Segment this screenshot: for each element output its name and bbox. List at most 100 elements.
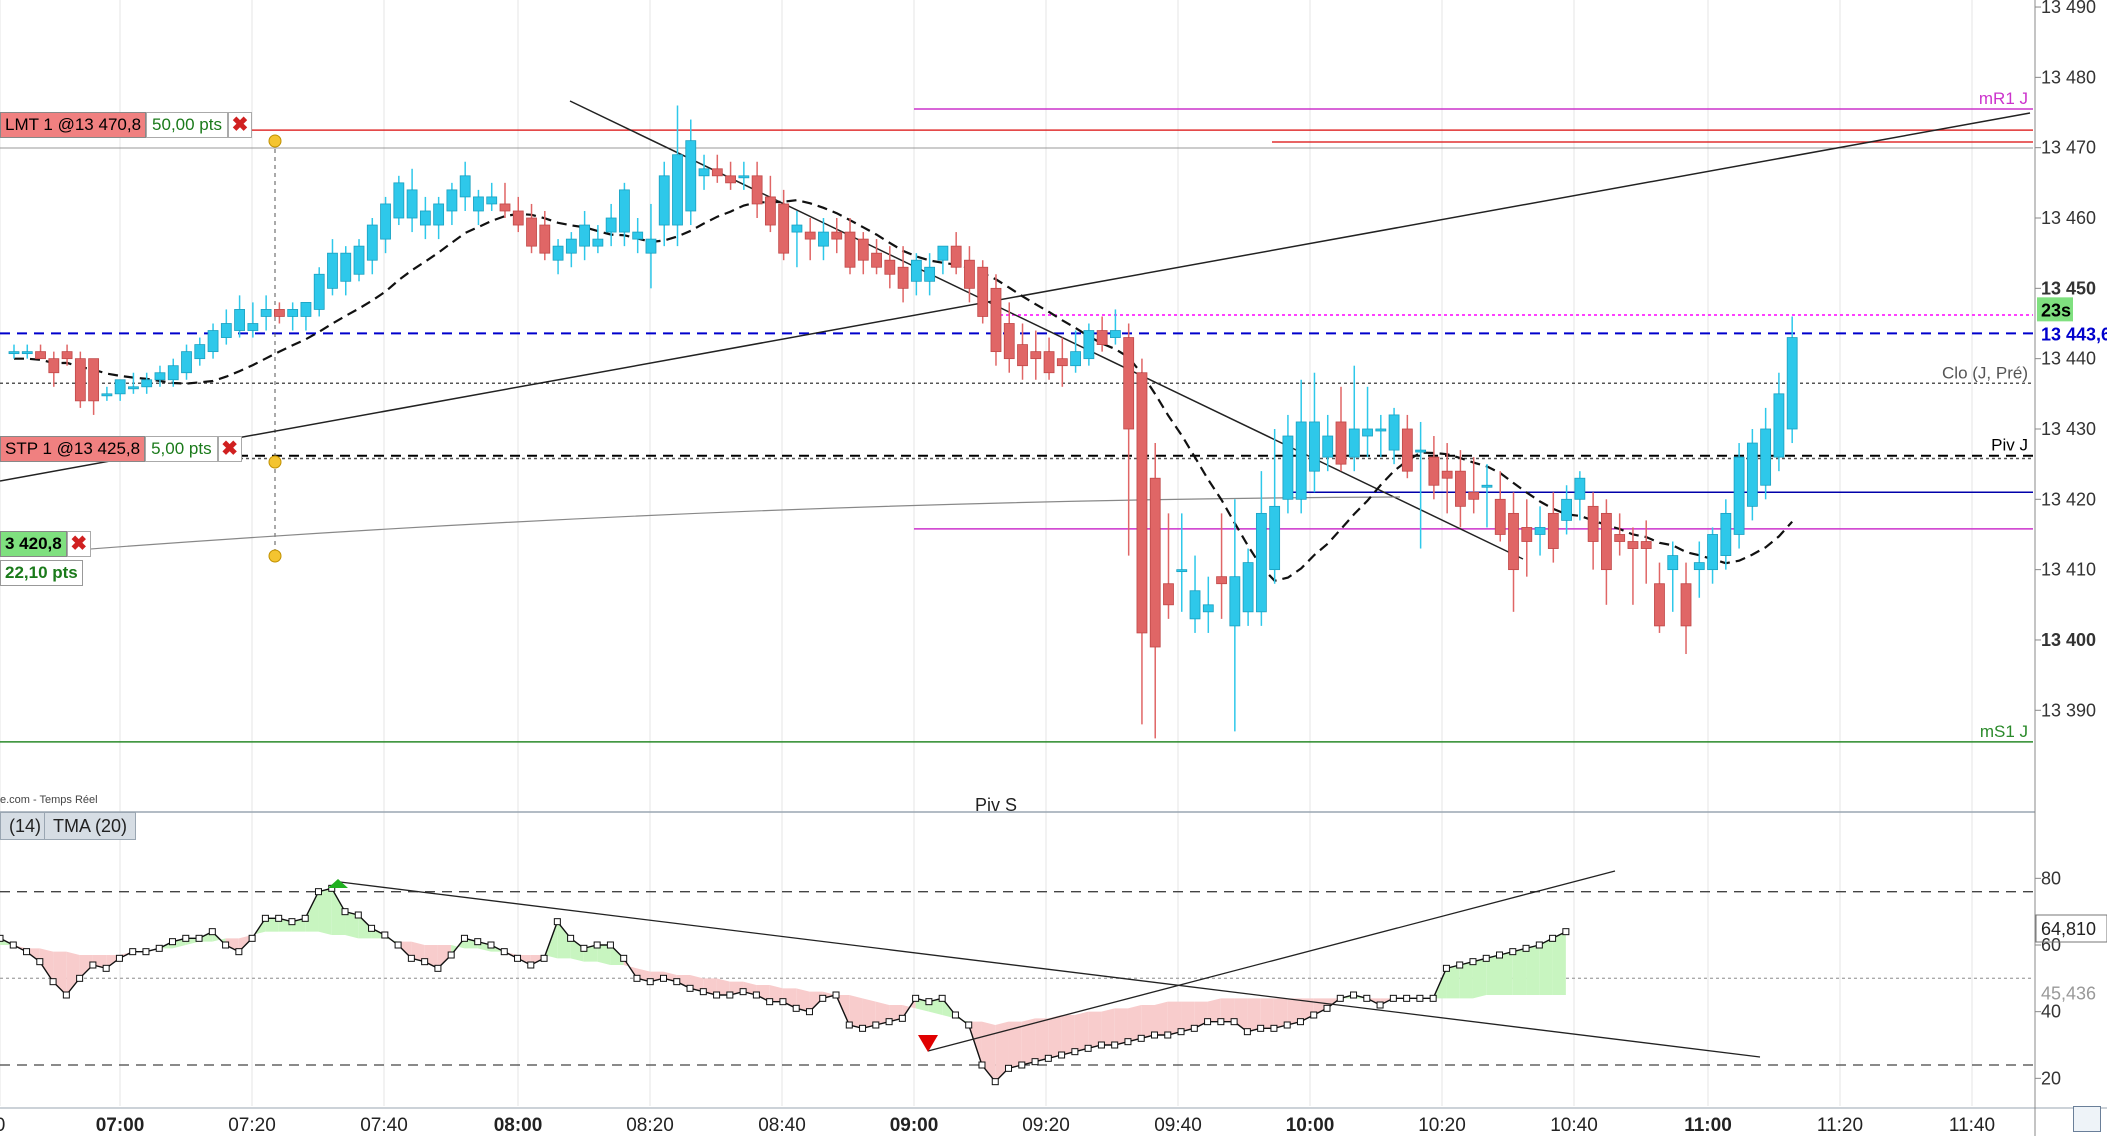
candle-body [1083, 330, 1095, 360]
time-tick-label: 11:00 [1684, 1115, 1732, 1136]
candle-body [61, 351, 73, 360]
candle-body [207, 330, 219, 353]
candle-body [592, 238, 604, 247]
candle-body [1428, 456, 1440, 486]
osc-fill [756, 985, 770, 1002]
close-icon[interactable]: ✖ [66, 531, 91, 557]
indicator-tab-tma[interactable]: TMA (20) [44, 812, 137, 840]
price-tick-label: 13 400 [2041, 630, 2096, 650]
candle-body [910, 259, 922, 282]
osc-trendline [339, 881, 1761, 1058]
osc-tick-label: 60 [2041, 935, 2061, 955]
candle-body [1056, 358, 1068, 367]
price-tick-label: 13 430 [2041, 419, 2096, 439]
close-icon[interactable]: ✖ [227, 112, 252, 138]
candle-body [1786, 337, 1798, 430]
position-entry-label[interactable]: 3 420,8 [0, 531, 67, 557]
osc-point [1097, 1041, 1105, 1049]
indicator-tab-rsi[interactable]: (14) [0, 812, 51, 840]
candle-body [1627, 541, 1639, 549]
candle-body [791, 224, 803, 233]
osc-point [819, 994, 827, 1002]
osc-point [885, 1018, 893, 1026]
osc-fill [1539, 938, 1553, 995]
order-limit[interactable]: LMT 1 @13 470,8 50,00 pts ✖ [0, 112, 252, 138]
osc-point [925, 998, 933, 1006]
candle-body [1614, 534, 1626, 542]
time-tick-label: 07:40 [360, 1115, 408, 1136]
osc-point [606, 941, 614, 949]
osc-point [540, 954, 548, 962]
candle-body [831, 231, 843, 240]
candle-body [1640, 541, 1652, 549]
time-tick-label: 10:20 [1418, 1115, 1466, 1136]
candle-body [1149, 477, 1161, 648]
osc-point [1084, 1044, 1092, 1052]
oscillator-panel [0, 870, 2033, 1086]
osc-point [1469, 958, 1477, 966]
close-icon[interactable]: ✖ [217, 436, 242, 462]
osc-fill [1472, 958, 1487, 999]
osc-point [832, 991, 840, 999]
candle-body [273, 309, 285, 317]
candle-body [1335, 421, 1347, 465]
candle-body [778, 203, 790, 254]
price-levels: mR1 J Clo (J, Pré) Piv J mS1 J [0, 89, 2033, 743]
candle-body [1574, 477, 1586, 500]
osc-point [1389, 994, 1397, 1002]
candle-body [181, 351, 192, 374]
osc-point [142, 948, 150, 956]
candle-body [1587, 505, 1599, 542]
price-tick-label: 13 490 [2041, 0, 2096, 17]
osc-point [460, 934, 468, 942]
candle-body [234, 309, 245, 331]
candle-body [459, 175, 471, 198]
osc-fill [1181, 1001, 1195, 1032]
osc-point [1535, 941, 1543, 949]
candle-body [698, 168, 710, 177]
candle-body [937, 245, 949, 261]
candle-body [433, 203, 445, 226]
osc-low-marker [918, 1035, 938, 1052]
osc-point [1243, 1028, 1251, 1036]
osc-point [1376, 1001, 1384, 1009]
price-tick-label: 13 440 [2041, 349, 2096, 369]
order-stop-pts: 5,00 pts [145, 436, 218, 462]
candle-body [1242, 562, 1254, 613]
osc-signal-value: 45,436 [2041, 984, 2096, 1004]
osc-fill [557, 921, 571, 959]
osc-tick-label: 80 [2041, 868, 2061, 888]
candle-body [884, 259, 896, 275]
candle-body [526, 217, 537, 247]
scroll-to-end-icon[interactable] [2073, 1106, 2101, 1132]
order-limit-label[interactable]: LMT 1 @13 470,8 [0, 112, 147, 138]
candle-body [1547, 512, 1559, 549]
position-entry[interactable]: 3 420,8 ✖ [0, 531, 91, 557]
candle-body [1494, 498, 1506, 535]
osc-point [1018, 1061, 1026, 1069]
candle-body [101, 393, 113, 397]
candle-body [366, 224, 378, 261]
candle-body [1229, 576, 1241, 627]
time-tick-label: 11:20 [1817, 1115, 1863, 1136]
osc-point [354, 911, 362, 919]
candle-body [1322, 435, 1334, 458]
osc-point [62, 991, 70, 999]
candle-body [818, 231, 829, 247]
order-stop[interactable]: STP 1 @13 425,8 5,00 pts ✖ [0, 436, 242, 462]
order-stop-label[interactable]: STP 1 @13 425,8 [0, 436, 146, 462]
candle-body [512, 210, 524, 226]
last-price-box [2037, 320, 2107, 347]
trendlines[interactable] [0, 100, 2031, 560]
osc-fill [1061, 1015, 1075, 1055]
candle-body [74, 358, 86, 402]
osc-point [1416, 994, 1424, 1002]
candle-body [340, 252, 352, 282]
candle-body [486, 196, 498, 205]
osc-point [713, 991, 721, 999]
candle-body [539, 224, 551, 254]
osc-point [129, 948, 137, 956]
osc-point [1429, 994, 1437, 1002]
candle-body [1295, 421, 1307, 500]
